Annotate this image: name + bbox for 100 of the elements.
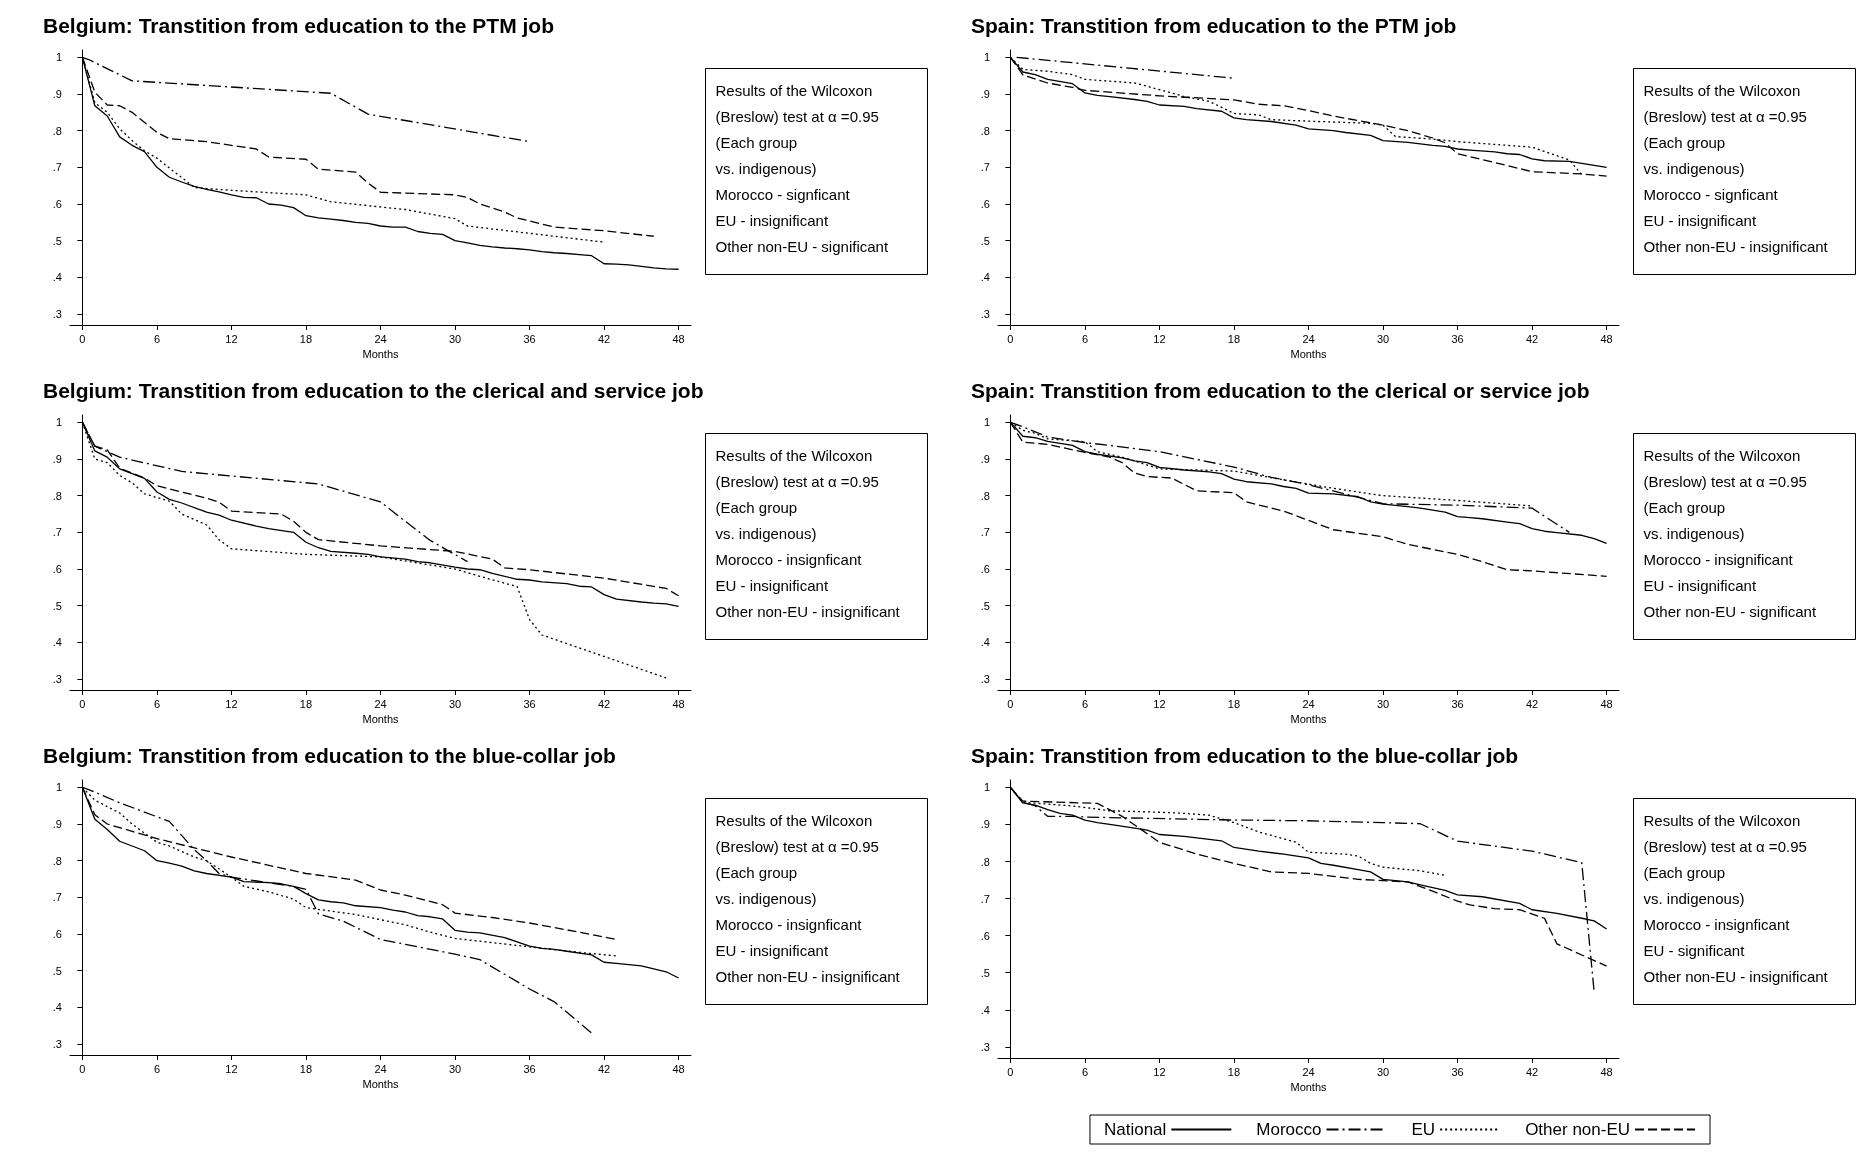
y-tick-label: .5 [980, 234, 990, 247]
x-tick-label: 48 [1600, 1065, 1613, 1078]
text: (Breslow) test at α =0.95 [715, 107, 879, 125]
text: Results of the Wilcoxon [1643, 81, 1801, 99]
y-tick-label: .4 [52, 271, 62, 284]
x-tick-label: 6 [1081, 332, 1088, 345]
y-tick-label: .3 [52, 308, 62, 320]
x-tick-label: 18 [1227, 1065, 1241, 1078]
y-tick-label: .8 [980, 855, 990, 868]
x-tick-label: 18 [299, 697, 313, 710]
x-axis-title: Months [362, 713, 400, 726]
x-tick-label: 6 [1081, 697, 1088, 710]
text: EU - insignificant [715, 211, 829, 229]
legend-label: National [1103, 1120, 1167, 1139]
chart-title: Belgium: Transtition from education to the blue-collar job [43, 744, 616, 767]
x-tick-label: 36 [1451, 332, 1464, 345]
x-tick-label: 18 [1227, 332, 1241, 345]
y-tick-label: .6 [980, 198, 990, 210]
y-tick-label: 1 [55, 416, 62, 429]
x-tick-label: 12 [1153, 697, 1166, 710]
x-tick-label: 12 [225, 697, 238, 710]
x-tick-label: 42 [1525, 332, 1539, 345]
legend-label: Morocco [1256, 1120, 1322, 1139]
x-tick-label: 42 [597, 1062, 611, 1075]
text: vs. indigenous) [715, 159, 817, 177]
x-tick-label: 36 [523, 697, 536, 710]
legend-label: EU [1411, 1120, 1436, 1139]
y-tick-label: .8 [52, 124, 62, 137]
y-tick-label: .7 [52, 161, 62, 174]
y-tick-label: .8 [980, 124, 990, 137]
y-tick-label: .4 [52, 1001, 62, 1014]
text: Morocco - insignificant [1643, 550, 1794, 568]
text: vs. indigenous) [1643, 159, 1745, 177]
x-tick-label: 6 [1081, 1065, 1088, 1078]
x-tick-label: 36 [523, 332, 536, 345]
y-tick-label: 1 [983, 416, 990, 429]
text: Other non-EU - insignificant [715, 967, 901, 985]
x-tick-label: 0 [79, 697, 86, 710]
text: (Each group [715, 133, 798, 151]
text: Results of the Wilcoxon [715, 81, 873, 99]
x-tick-label: 42 [597, 332, 611, 345]
y-tick-label: .6 [980, 929, 990, 942]
x-tick-label: 24 [374, 697, 387, 710]
y-tick-label: .4 [980, 1003, 990, 1016]
y-tick-label: .6 [52, 563, 62, 575]
text: Results of the Wilcoxon [1643, 811, 1801, 829]
x-tick-label: 24 [374, 1062, 387, 1075]
x-tick-label: 42 [597, 697, 611, 710]
chart-title: Belgium: Transtition from education to the clerical and service job [43, 379, 704, 402]
y-tick-label: .8 [52, 854, 62, 867]
text: (Breslow) test at α =0.95 [1643, 472, 1807, 490]
text: (Each group [1643, 863, 1726, 881]
x-tick-label: 6 [153, 697, 160, 710]
text: (Breslow) test at α =0.95 [715, 837, 879, 855]
y-tick-label: .3 [980, 308, 990, 320]
x-tick-label: 30 [448, 1062, 462, 1075]
x-tick-label: 0 [1007, 332, 1014, 345]
text: (Each group [715, 863, 798, 881]
y-tick-label: .3 [980, 1040, 990, 1053]
y-tick-label: .3 [52, 1038, 62, 1050]
text: vs. indigenous) [1643, 524, 1745, 542]
y-tick-label: .8 [980, 489, 990, 502]
x-tick-label: 24 [374, 332, 387, 345]
text: Other non-EU - insignificant [715, 602, 901, 620]
y-tick-label: 1 [55, 51, 62, 64]
y-tick-label: .6 [52, 928, 62, 940]
y-tick-label: 1 [983, 51, 990, 64]
text: Results of the Wilcoxon [715, 811, 873, 829]
y-tick-label: .6 [52, 198, 62, 210]
text: Results of the Wilcoxon [715, 446, 873, 464]
y-tick-label: .5 [52, 964, 62, 977]
y-tick-label: .5 [980, 966, 990, 979]
text: Morocco - insignficant [715, 550, 863, 568]
text: EU - insignificant [715, 941, 829, 959]
x-axis-title: Months [362, 1078, 400, 1091]
x-tick-label: 12 [1153, 332, 1166, 345]
x-tick-label: 6 [153, 332, 160, 345]
text: vs. indigenous) [715, 524, 817, 542]
y-tick-label: .7 [980, 161, 990, 174]
x-tick-label: 24 [1302, 1065, 1315, 1078]
text: Other non-EU - significant [1643, 602, 1817, 620]
x-axis-title: Months [1290, 348, 1328, 361]
text: vs. indigenous) [1643, 889, 1745, 907]
y-tick-label: .7 [52, 526, 62, 539]
x-tick-label: 12 [225, 1062, 238, 1075]
y-tick-label: .6 [980, 563, 990, 575]
x-tick-label: 12 [225, 332, 238, 345]
x-tick-label: 6 [153, 1062, 160, 1075]
chart-title: Belgium: Transtition from education to the PTM job [43, 14, 554, 37]
x-tick-label: 0 [79, 1062, 86, 1075]
x-tick-label: 48 [1600, 332, 1613, 345]
chart-title: Spain: Transtition from education to the clerical or service job [971, 379, 1590, 402]
y-tick-label: .9 [52, 818, 62, 830]
x-tick-label: 30 [1376, 1065, 1390, 1078]
text: (Breslow) test at α =0.95 [1643, 107, 1807, 125]
y-tick-label: .9 [980, 818, 990, 831]
text: EU - insignificant [715, 576, 829, 594]
x-tick-label: 0 [1007, 697, 1014, 710]
y-tick-label: .8 [52, 489, 62, 502]
x-tick-label: 36 [523, 1062, 536, 1075]
